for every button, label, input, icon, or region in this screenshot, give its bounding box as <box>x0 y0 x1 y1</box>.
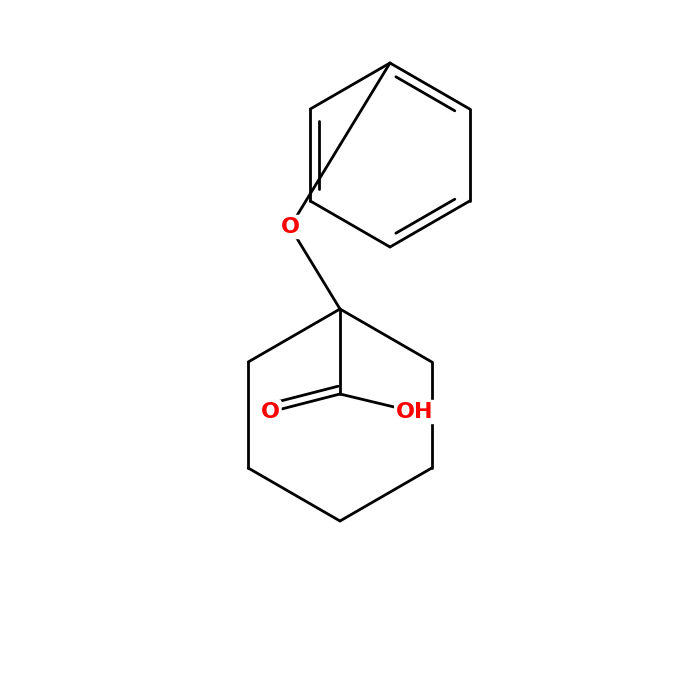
Text: O: O <box>281 217 300 237</box>
Text: OH: OH <box>396 402 434 422</box>
Text: O: O <box>260 402 279 422</box>
